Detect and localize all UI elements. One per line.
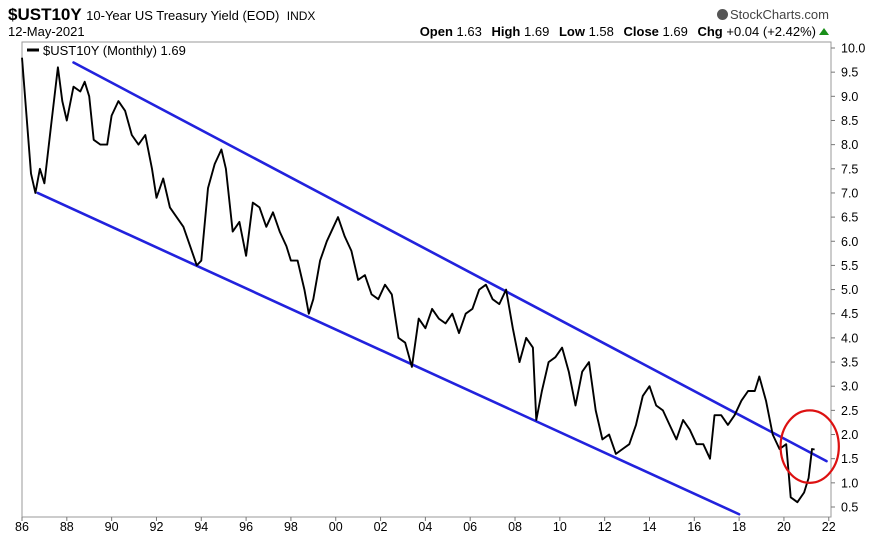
open-label: Open xyxy=(419,24,453,39)
x-tick-label: 98 xyxy=(284,520,298,534)
y-tick-label: 7.0 xyxy=(841,186,858,200)
x-tick-label: 90 xyxy=(105,520,119,534)
chg-label: Chg xyxy=(697,24,723,39)
x-tick-label: 94 xyxy=(194,520,208,534)
x-tick-label: 92 xyxy=(150,520,164,534)
lower-channel-line xyxy=(36,191,741,516)
close-value: 1.69 xyxy=(662,24,688,39)
up-arrow-icon xyxy=(819,28,829,35)
yield-line xyxy=(21,57,815,504)
x-axis: 86 88 90 92 94 96 98 00 02 04 06 08 10 12 14 16 18 20 22 xyxy=(15,517,836,534)
x-tick-label: 86 xyxy=(15,520,29,534)
y-tick-label: 3.0 xyxy=(841,380,858,394)
series-group xyxy=(21,57,815,504)
y-tick-label: 3.5 xyxy=(841,356,858,370)
y-tick-label: 5.5 xyxy=(841,259,858,273)
y-tick-label: 4.0 xyxy=(841,331,858,345)
plot-frame xyxy=(21,41,832,518)
x-tick-label: 14 xyxy=(643,520,657,534)
open-value: 1.63 xyxy=(456,24,482,39)
x-tick-label: 00 xyxy=(329,520,343,534)
chart-title: $UST10Y 10-Year US Treasury Yield (EOD) … xyxy=(8,5,315,25)
y-tick-label: 1.0 xyxy=(841,476,858,490)
close-label: Close xyxy=(623,24,659,39)
x-tick-label: 22 xyxy=(822,520,836,534)
y-tick-label: 10.0 xyxy=(841,42,865,56)
x-tick-label: 12 xyxy=(598,520,612,534)
low-label: Low xyxy=(558,24,585,39)
ticker-description: 10-Year US Treasury Yield (EOD) xyxy=(86,8,280,23)
legend: $UST10Y (Monthly) 1.69 xyxy=(27,43,186,58)
y-tick-label: 8.5 xyxy=(841,114,858,128)
chart-date: 12-May-2021 xyxy=(8,24,85,39)
legend-label: $UST10Y (Monthly) 1.69 xyxy=(43,43,186,58)
x-tick-label: 10 xyxy=(553,520,567,534)
exchange-label: INDX xyxy=(286,9,316,23)
y-tick-label: 2.0 xyxy=(841,428,858,442)
highlight-circle xyxy=(779,409,840,484)
x-tick-label: 16 xyxy=(687,520,701,534)
y-tick-label: 5.0 xyxy=(841,283,858,297)
x-tick-label: 96 xyxy=(239,520,253,534)
chart-header: $UST10Y 10-Year US Treasury Yield (EOD) … xyxy=(0,0,887,42)
y-tick-label: 0.5 xyxy=(841,501,858,515)
y-axis: 10.0 9.5 9.0 8.5 8.0 7.5 7.0 6.5 6.0 5.5 5.0 4.5 4.0… xyxy=(831,42,865,515)
x-tick-label: 88 xyxy=(60,520,74,534)
high-value: 1.69 xyxy=(524,24,550,39)
x-tick-label: 04 xyxy=(418,520,432,534)
x-tick-label: 20 xyxy=(777,520,791,534)
copyright-icon xyxy=(717,9,729,20)
y-tick-label: 9.0 xyxy=(841,90,858,104)
brand-label: StockCharts.com xyxy=(730,7,829,22)
annotation-group xyxy=(779,409,840,484)
ticker-symbol: $UST10Y xyxy=(8,5,82,24)
y-tick-label: 9.5 xyxy=(841,66,858,80)
x-tick-label: 06 xyxy=(463,520,477,534)
y-tick-label: 8.0 xyxy=(841,138,858,152)
upper-channel-line xyxy=(72,61,828,463)
x-tick-label: 02 xyxy=(374,520,388,534)
y-tick-label: 4.5 xyxy=(841,307,858,321)
chg-value: +0.04 (+2.42%) xyxy=(726,24,816,39)
x-tick-label: 18 xyxy=(732,520,746,534)
high-label: High xyxy=(491,24,521,39)
brand-link[interactable]: StockCharts.com xyxy=(717,7,829,22)
ohlc-summary: Open 1.63 High 1.69 Low 1.58 Close 1.69 … xyxy=(414,24,829,39)
trendline-group xyxy=(36,61,828,516)
y-tick-label: 6.0 xyxy=(841,235,858,249)
y-tick-label: 2.5 xyxy=(841,404,858,418)
y-tick-label: 1.5 xyxy=(841,452,858,466)
y-tick-label: 6.5 xyxy=(841,211,858,225)
low-value: 1.58 xyxy=(588,24,614,39)
y-tick-label: 7.5 xyxy=(841,162,858,176)
x-tick-label: 08 xyxy=(508,520,522,534)
